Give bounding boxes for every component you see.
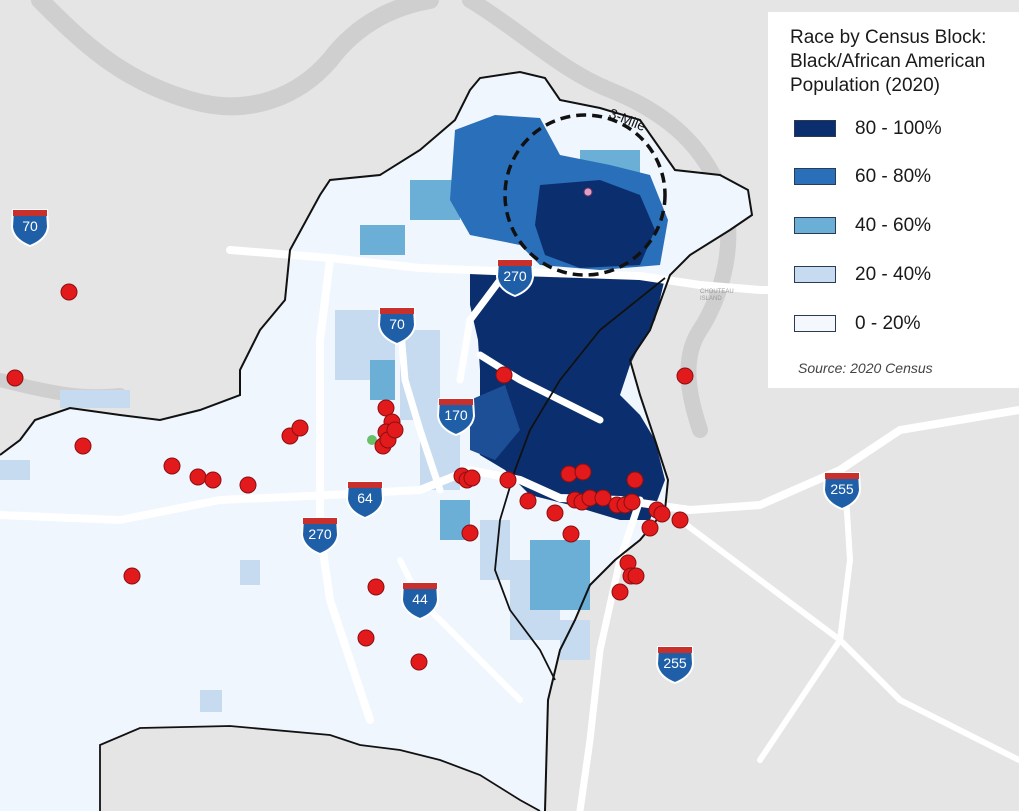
- site-point: [623, 493, 641, 511]
- site-point: [239, 476, 257, 494]
- legend-swatch: [794, 217, 836, 234]
- legend-label: 40 - 60%: [855, 215, 932, 236]
- interstate-shield-icon: 70: [377, 307, 417, 346]
- site-point: [204, 471, 222, 489]
- legend-label: 0 - 20%: [855, 313, 921, 334]
- site-point: [189, 468, 207, 486]
- city-boundary: [494, 277, 666, 681]
- interstate-number: 64: [357, 490, 373, 506]
- island-label-2: ISLAND: [700, 296, 722, 302]
- site-point: [291, 419, 309, 437]
- site-point: [519, 492, 537, 510]
- legend-swatch: [794, 315, 836, 332]
- southern-county-area: [100, 726, 540, 811]
- highway-shields: 70 270 70 170 64 270 44 255 255: [10, 209, 862, 685]
- legend-title-line: Race by Census Block:: [790, 27, 987, 48]
- site-point: [626, 471, 644, 489]
- census-blocks-80-100-ferguson: [470, 385, 520, 460]
- site-point: [6, 369, 24, 387]
- site-point: [357, 629, 375, 647]
- southern-boundary: [99, 725, 541, 811]
- census-blocks-80-100-north: [535, 180, 655, 268]
- green-site-marker: [367, 435, 377, 445]
- interstate-shield-icon: 270: [495, 259, 535, 298]
- interstate-number: 70: [22, 218, 38, 234]
- site-point: [546, 504, 564, 522]
- site-point: [641, 519, 659, 537]
- site-point: [594, 489, 612, 507]
- site-point: [74, 437, 92, 455]
- interstate-shield-icon: 170: [436, 398, 476, 437]
- legend-label: 20 - 40%: [855, 264, 932, 285]
- site-point: [386, 421, 404, 439]
- interstate-shield-icon: 255: [822, 472, 862, 511]
- site-point: [495, 366, 513, 384]
- site-point: [611, 583, 629, 601]
- county-boundary: [0, 70, 754, 811]
- interstate-number: 255: [830, 481, 854, 497]
- interstate-number: 270: [503, 268, 527, 284]
- site-point: [671, 511, 689, 529]
- interstate-shield-icon: 64: [345, 481, 385, 520]
- site-point: [123, 567, 141, 585]
- site-point: [410, 653, 428, 671]
- legend-title-line: Black/African American: [790, 51, 986, 72]
- interstate-number: 170: [444, 407, 468, 423]
- interstate-shield-icon: 44: [400, 582, 440, 621]
- interstate-number: 270: [308, 526, 332, 542]
- site-point: [562, 525, 580, 543]
- legend-swatch: [794, 168, 836, 185]
- legend-label: 60 - 80%: [855, 166, 932, 187]
- site-point: [461, 524, 479, 542]
- three-mile-buffer: [503, 113, 667, 277]
- legend-title-line: Population (2020): [790, 75, 940, 96]
- interstate-number: 70: [389, 316, 405, 332]
- site-point: [560, 465, 578, 483]
- interstate-shield-icon: 255: [655, 646, 695, 685]
- facility-marker: [583, 187, 593, 197]
- interstate-shield-icon: 270: [300, 517, 340, 556]
- site-points: [6, 283, 694, 671]
- legend-label: 80 - 100%: [855, 118, 942, 139]
- site-point: [463, 469, 481, 487]
- site-point: [574, 463, 592, 481]
- interstate-shield-icon: 70: [10, 209, 50, 248]
- site-point: [499, 471, 517, 489]
- legend-source: Source: 2020 Census: [798, 360, 933, 376]
- legend-title: Race by Census Block: Black/African Amer…: [790, 26, 1019, 98]
- site-point: [367, 578, 385, 596]
- interstate-number: 44: [412, 591, 428, 607]
- legend-swatch: [794, 120, 836, 137]
- island-label: CHOUTEAU: [700, 289, 734, 295]
- site-point: [60, 283, 78, 301]
- legend: Race by Census Block: Black/African Amer…: [768, 12, 1019, 388]
- interstate-number: 255: [663, 655, 687, 671]
- legend-swatch: [794, 266, 836, 283]
- site-point: [163, 457, 181, 475]
- site-point: [653, 505, 671, 523]
- site-point: [676, 367, 694, 385]
- census-blocks-20-40: [0, 310, 590, 712]
- site-point: [627, 567, 645, 585]
